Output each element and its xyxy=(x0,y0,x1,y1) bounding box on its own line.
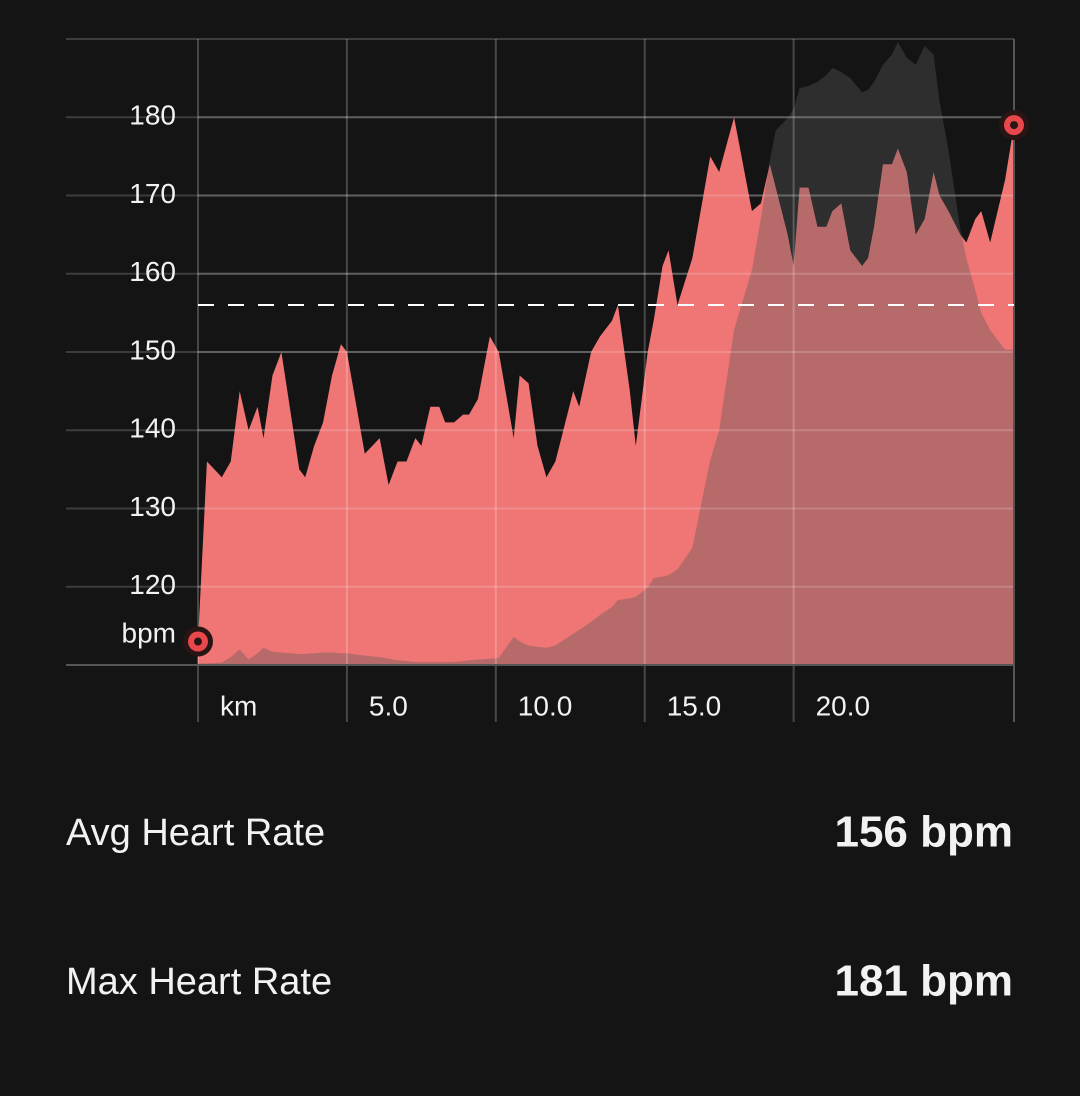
stat-label: Max Heart Rate xyxy=(66,961,332,1003)
marker-ring xyxy=(194,637,202,646)
x-tick-label: 5.0 xyxy=(369,690,408,721)
x-tick-label: 15.0 xyxy=(667,690,722,721)
x-tick-label: km xyxy=(220,690,257,721)
y-tick-label: 140 xyxy=(129,413,176,444)
x-tick-label: 20.0 xyxy=(816,690,871,721)
y-tick-label: 120 xyxy=(129,569,176,600)
y-tick-label: 150 xyxy=(129,334,176,365)
x-tick-label: 10.0 xyxy=(518,690,573,721)
area xyxy=(198,117,1014,665)
point-marker xyxy=(183,626,213,657)
y-tick-label: 130 xyxy=(129,491,176,522)
y-tick-label: 180 xyxy=(129,100,176,131)
point-marker xyxy=(999,110,1029,141)
stat-value: 181 bpm xyxy=(834,957,1013,1006)
y-tick-label: 170 xyxy=(129,178,176,209)
stat-value: 156 bpm xyxy=(834,808,1013,857)
stat-label: Avg Heart Rate xyxy=(66,812,325,854)
marker-ring xyxy=(1010,121,1018,130)
y-tick-label: 160 xyxy=(129,256,176,287)
y-axis-label: bpm xyxy=(122,617,176,648)
area xyxy=(198,42,1014,665)
